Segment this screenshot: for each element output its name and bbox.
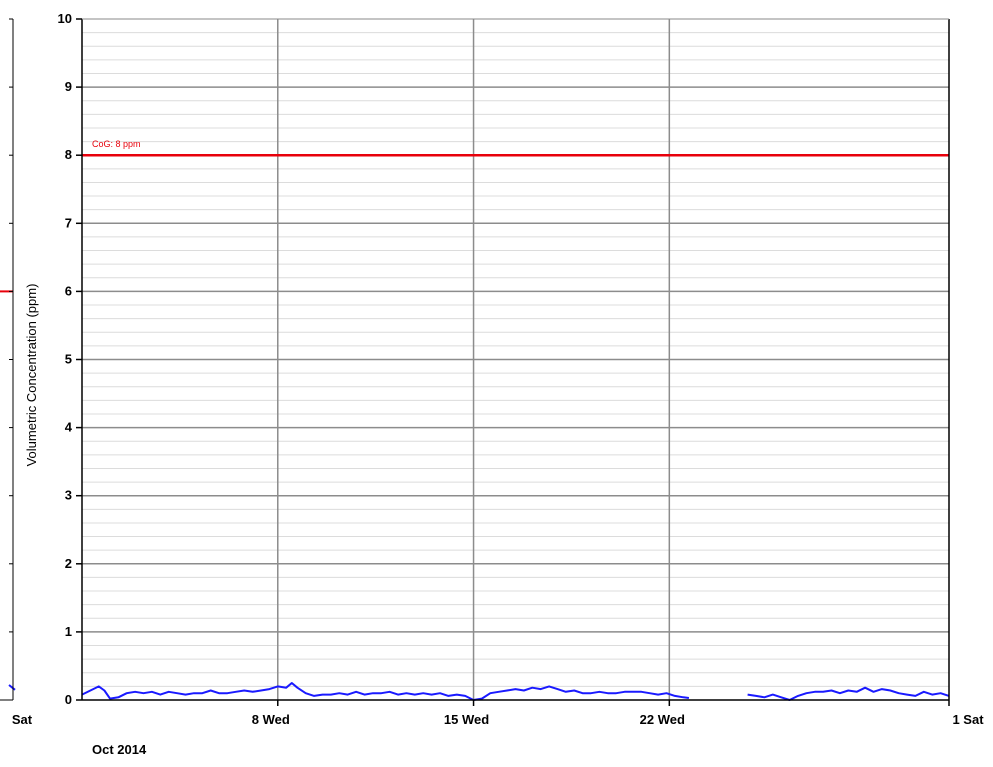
y-tick-label: 2	[65, 556, 72, 571]
plot-frame	[81, 18, 950, 701]
y-tick-label: 4	[65, 420, 73, 435]
y-tick-labels: 0 1 2 3 4 5 6 7 8 9 10	[58, 11, 82, 707]
y-tick-label: 8	[65, 147, 72, 162]
x-tick-label: 8 Wed	[252, 712, 290, 727]
y-tick-label: 10	[58, 11, 72, 26]
y-tick-label: 3	[65, 488, 72, 503]
left-panel-x-tick-label: Sat	[12, 712, 33, 727]
y-tick-label: 5	[65, 352, 72, 367]
x-tick-labels: 8 Wed 15 Wed 22 Wed 1 Sat	[252, 700, 984, 727]
minor-gridlines	[82, 32, 949, 687]
y-tick-label: 9	[65, 79, 72, 94]
period-label: Oct 2014	[92, 742, 147, 757]
major-gridlines	[82, 19, 949, 700]
left-panel-fragment: Sat	[0, 18, 33, 727]
y-tick-label: 6	[65, 283, 72, 298]
series-line	[81, 682, 690, 701]
x-tick-label: 22 Wed	[640, 712, 685, 727]
y-tick-label: 7	[65, 215, 72, 230]
y-tick-label: 1	[65, 624, 72, 639]
y-tick-label: 0	[65, 692, 72, 707]
threshold-label: CoG: 8 ppm	[92, 139, 141, 149]
y-axis-label: Volumetric Concentration (ppm)	[24, 284, 39, 467]
threshold-line-group: CoG: 8 ppm	[82, 139, 949, 157]
series-group	[81, 682, 950, 701]
series-line	[747, 686, 950, 701]
left-panel-series-line	[8, 684, 16, 691]
x-tick-label: 1 Sat	[952, 712, 984, 727]
x-tick-label: 15 Wed	[444, 712, 489, 727]
